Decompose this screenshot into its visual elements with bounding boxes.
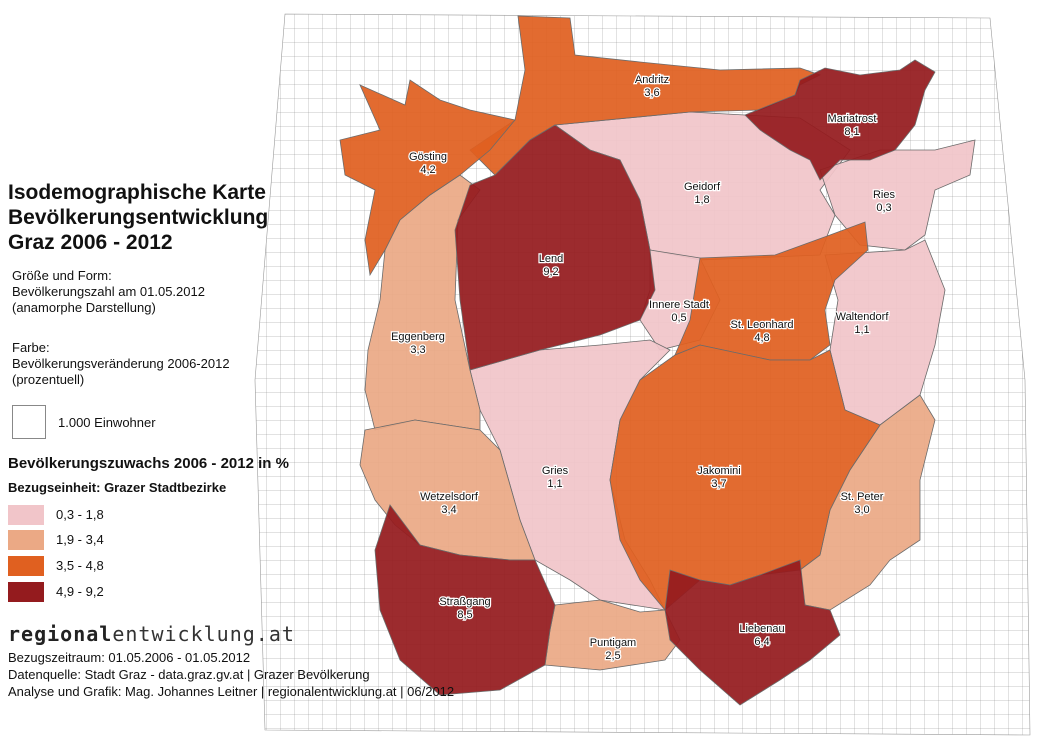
- legend-swatch-4: [8, 582, 44, 602]
- legend-swatch-1: [8, 505, 44, 525]
- credit-period: Bezugszeitraum: 01.05.2006 - 01.05.2012: [8, 650, 251, 665]
- district-name-puntigam: Puntigam: [590, 637, 636, 649]
- district-value-geidorf: 1,8: [694, 194, 709, 206]
- color-info-line2: (prozentuell): [12, 372, 85, 387]
- color-info-heading: Farbe:: [12, 340, 50, 355]
- district-value-eggenberg: 3,3: [410, 344, 425, 356]
- district-value-gries: 1,1: [547, 478, 562, 490]
- district-value-goesting: 4,2: [420, 164, 435, 176]
- district-goesting[interactable]: [339, 79, 516, 277]
- legend-swatch-3: [8, 556, 44, 576]
- district-value-strassgang: 8,5: [457, 609, 472, 621]
- legend-title: Bevölkerungszuwachs 2006 - 2012 in %: [8, 455, 289, 472]
- district-value-andritz: 3,6: [644, 87, 659, 99]
- district-value-jakomini: 3,7: [711, 478, 726, 490]
- district-strassgang[interactable]: [374, 504, 556, 696]
- scale-label: 1.000 Einwohner: [58, 415, 156, 430]
- color-info-line1: Bevölkerungsveränderung 2006-2012: [12, 356, 230, 371]
- district-value-waltendorf: 1,1: [854, 324, 869, 336]
- district-name-st-leonhard: St. Leonhard: [731, 319, 794, 331]
- district-name-mariatrost: Mariatrost: [828, 113, 877, 125]
- district-value-lend: 9,2: [543, 266, 558, 278]
- brand-part-2: entwicklung.at: [112, 622, 295, 646]
- legend-label-2: 1,9 - 3,4: [56, 532, 104, 547]
- district-name-lend: Lend: [539, 253, 563, 265]
- credit-source: Datenquelle: Stadt Graz - data.graz.gv.a…: [8, 667, 370, 682]
- district-name-geidorf: Geidorf: [684, 181, 721, 193]
- district-name-gries: Gries: [542, 465, 569, 477]
- district-name-jakomini: Jakomini: [697, 465, 740, 477]
- size-info: Größe und Form: Bevölkerungszahl am 01.0…: [12, 268, 205, 316]
- district-value-wetzelsdorf: 3,4: [441, 504, 456, 516]
- district-name-liebenau: Liebenau: [739, 623, 784, 635]
- legend-label-3: 3,5 - 4,8: [56, 558, 104, 573]
- size-info-line1: Bevölkerungszahl am 01.05.2012: [12, 284, 205, 299]
- district-value-st-peter: 3,0: [854, 504, 869, 516]
- scale-square: [12, 405, 46, 439]
- district-name-innere-stadt: Innere Stadt: [649, 299, 709, 311]
- legend-swatch-2: [8, 530, 44, 550]
- district-mariatrost[interactable]: [744, 59, 936, 181]
- brand-logo: regionalentwicklung.at: [8, 622, 295, 646]
- district-value-puntigam: 2,5: [605, 650, 620, 662]
- district-lend[interactable]: [454, 124, 656, 371]
- title-line-1: Isodemographische Karte: [8, 181, 266, 204]
- color-info: Farbe: Bevölkerungsveränderung 2006-2012…: [12, 340, 230, 388]
- district-name-andritz: Andritz: [635, 74, 669, 86]
- district-liebenau[interactable]: [664, 559, 841, 706]
- district-name-eggenberg: Eggenberg: [391, 331, 445, 343]
- district-name-wetzelsdorf: Wetzelsdorf: [420, 491, 479, 503]
- district-value-mariatrost: 8,1: [844, 126, 859, 138]
- size-info-line2: (anamorphe Darstellung): [12, 300, 156, 315]
- credit-author: Analyse und Grafik: Mag. Johannes Leitne…: [8, 684, 455, 699]
- title-line-2: Bevölkerungsentwicklung: [8, 206, 269, 229]
- district-name-goesting: Gösting: [409, 151, 447, 163]
- district-name-strassgang: Straßgang: [439, 596, 490, 608]
- districts-layer: [339, 15, 976, 706]
- size-info-heading: Größe und Form:: [12, 268, 112, 283]
- district-name-st-peter: St. Peter: [841, 491, 884, 503]
- legend-label-1: 0,3 - 1,8: [56, 507, 104, 522]
- brand-part-1: regional: [8, 622, 113, 646]
- district-name-ries: Ries: [873, 189, 896, 201]
- district-value-ries: 0,3: [876, 202, 891, 214]
- title-line-3: Graz 2006 - 2012: [8, 231, 173, 254]
- district-value-innere-stadt: 0,5: [671, 312, 686, 324]
- district-value-st-leonhard: 4,8: [754, 332, 769, 344]
- district-name-waltendorf: Waltendorf: [836, 311, 890, 323]
- legend-subtitle: Bezugseinheit: Grazer Stadtbezirke: [8, 480, 227, 495]
- district-value-liebenau: 6,4: [754, 636, 769, 648]
- map-title: Isodemographische Karte Bevölkerungsentw…: [8, 180, 268, 255]
- legend-label-4: 4,9 - 9,2: [56, 584, 104, 599]
